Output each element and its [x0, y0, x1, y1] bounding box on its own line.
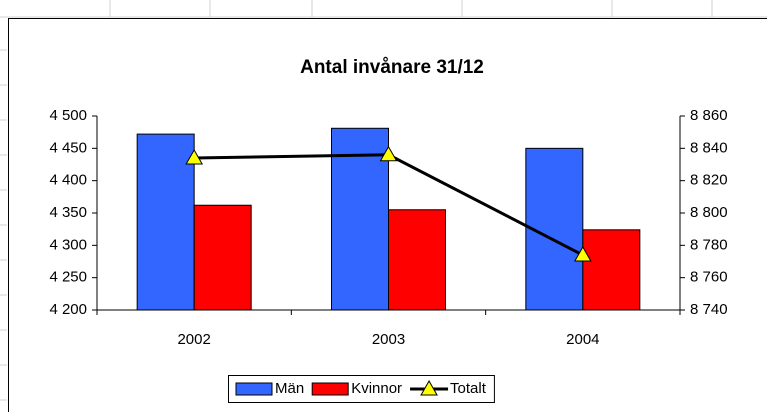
- marker: [573, 246, 592, 262]
- legend-swatch: [235, 382, 273, 396]
- y2-tick-label: 8 820: [690, 172, 728, 189]
- y2-tick-label: 8 740: [690, 301, 728, 318]
- legend-marker: [420, 379, 438, 396]
- y-tick-label: 4 450: [49, 139, 87, 156]
- spreadsheet-grid: [0, 0, 767, 401]
- y-tick-label: 4 200: [49, 301, 87, 318]
- y2-tick-label: 8 860: [690, 107, 728, 124]
- legend-label: Totalt: [450, 380, 487, 397]
- y-tick-label: 4 400: [49, 172, 87, 189]
- y2-tick-label: 8 760: [690, 269, 728, 286]
- bar: [388, 209, 446, 311]
- marker: [185, 149, 204, 165]
- legend-box: [228, 375, 495, 403]
- legend-label: Kvinnor: [351, 380, 402, 397]
- y2-tick-label: 8 780: [690, 236, 728, 253]
- marker: [379, 145, 398, 162]
- legend-label: Män: [275, 380, 304, 397]
- y2-tick-label: 8 800: [690, 204, 728, 221]
- y-tick-label: 4 250: [49, 269, 87, 286]
- y-tick-label: 4 350: [49, 204, 87, 221]
- x-tick-label: 2003: [372, 331, 405, 348]
- y-tick-label: 4 500: [49, 107, 87, 124]
- legend-swatch: [311, 382, 349, 396]
- x-tick-label: 2004: [566, 331, 599, 348]
- y2-tick-label: 8 840: [690, 139, 728, 156]
- bar: [331, 127, 389, 311]
- bar: [582, 229, 641, 311]
- legend: Män Kvinnor Totalt: [228, 375, 495, 403]
- bar: [193, 204, 252, 311]
- y-tick-label: 4 300: [49, 236, 87, 253]
- bar: [136, 133, 195, 311]
- chart-title: Antal invånare 31/12: [300, 57, 484, 78]
- x-tick-label: 2002: [177, 331, 210, 348]
